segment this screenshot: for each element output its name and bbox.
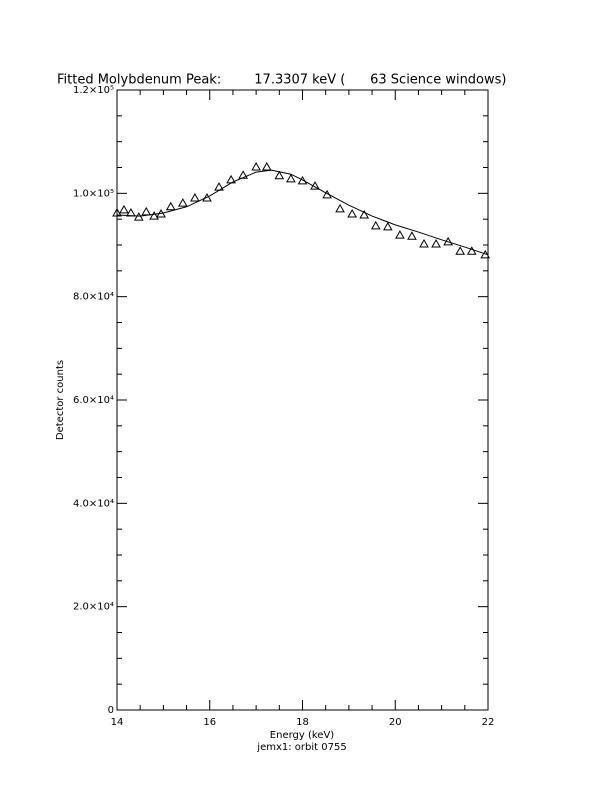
subtitle: jemx1: orbit 0755 [256, 742, 346, 753]
data-point [359, 210, 370, 219]
data-point [455, 246, 466, 255]
data-point [238, 170, 249, 179]
data-point [119, 204, 129, 214]
data-point [274, 170, 285, 180]
x-axis-label: Energy (keV) [270, 730, 335, 741]
data-point [165, 201, 176, 211]
y-tick-label: 6.0×10⁴ [73, 395, 114, 406]
data-point [251, 161, 261, 171]
x-tick-label: 20 [389, 717, 402, 728]
data-point [419, 238, 429, 248]
x-tick-label: 22 [482, 717, 495, 728]
data-point [297, 175, 308, 185]
y-tick-label: 1.2×10⁵ [73, 85, 114, 96]
data-point [286, 173, 296, 183]
x-tick-label: 18 [296, 717, 309, 728]
y-axis-label: Detector counts [55, 360, 66, 440]
chart-title: Fitted Molybdenum Peak: 17.3307 keV ( 63… [57, 73, 507, 88]
data-point [335, 203, 345, 213]
data-point [149, 211, 159, 220]
data-point [431, 238, 441, 248]
data-point [347, 208, 357, 218]
y-tick-label: 1.0×10⁵ [73, 188, 114, 199]
y-tick-label: 2.0×10⁴ [73, 602, 114, 613]
data-point [202, 192, 212, 202]
data-point [112, 207, 122, 217]
y-tick-label: 0 [108, 705, 114, 716]
x-tick-label: 16 [203, 717, 216, 728]
x-tick-label: 14 [111, 717, 124, 728]
data-point [407, 231, 417, 240]
fit-curve [116, 169, 489, 256]
data-point [261, 161, 272, 171]
data-point [370, 220, 381, 230]
data-point [133, 212, 144, 221]
y-tick-label: 8.0×10⁴ [73, 292, 114, 303]
y-tick-label: 4.0×10⁴ [73, 498, 114, 509]
data-point [190, 192, 200, 202]
data-point [177, 198, 188, 207]
data-point [395, 230, 405, 239]
data-point [466, 246, 477, 255]
data-point [382, 221, 393, 231]
